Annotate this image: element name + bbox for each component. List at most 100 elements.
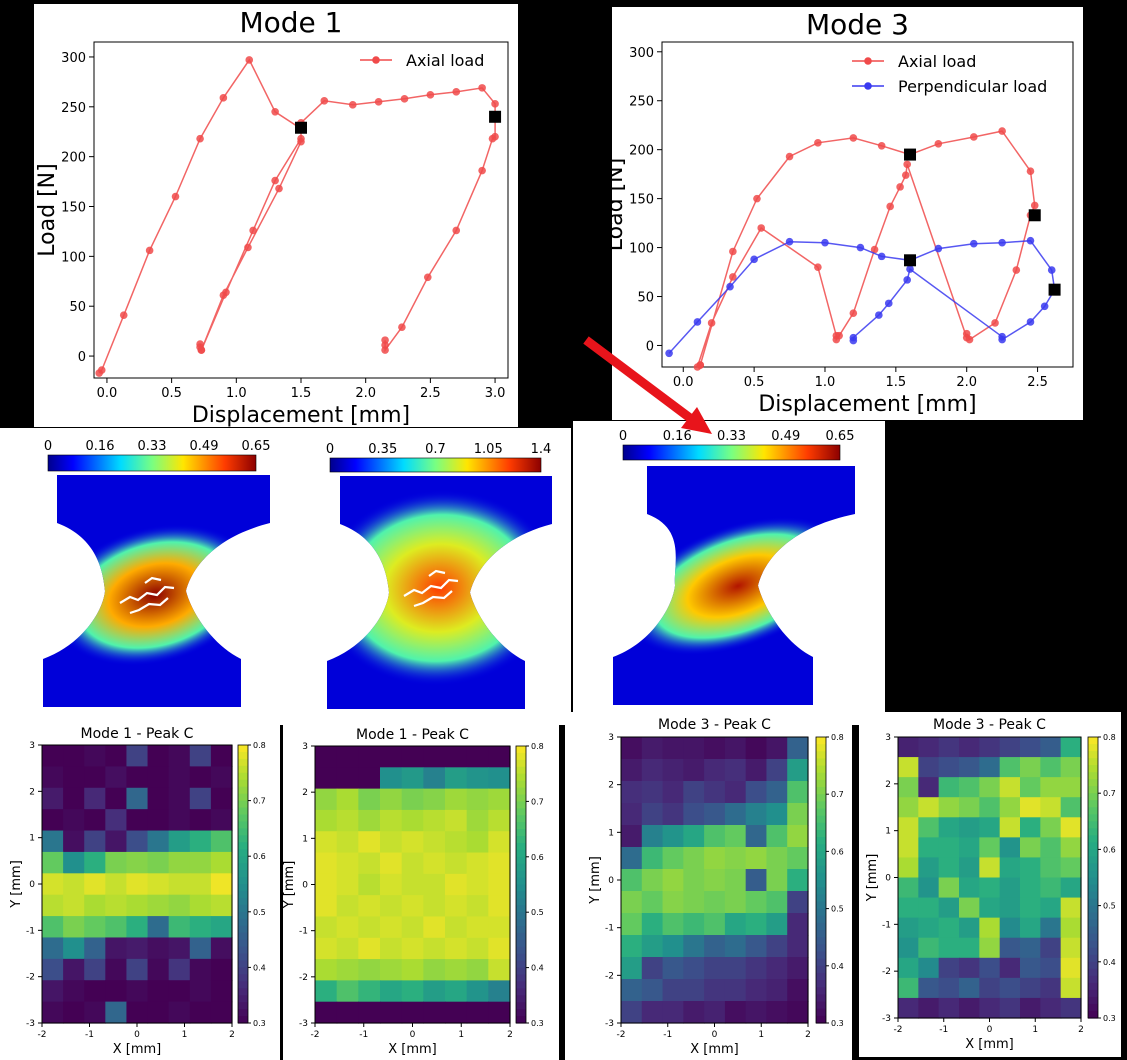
colorbar-segment [1088,926,1098,935]
colorbar-segment [238,800,248,809]
x-tick-label: -1 [939,1025,948,1035]
heatmap-cell [358,809,381,832]
y-tick-label: 1 [29,834,35,844]
colorbar-tick-label: 0.3 [831,1019,844,1028]
heatmap-cell [126,787,149,810]
data-point [814,263,822,271]
heatmap-cell [63,980,85,1003]
colorbar-segment [1088,891,1098,900]
heatmap-cell [959,937,980,959]
heatmap-cell [42,851,64,874]
heatmap-cell [766,869,788,892]
data-point [693,318,702,326]
heatmap-cell [1040,837,1062,859]
heatmap-cell [126,894,149,917]
colorbar-tick-label: 0.5 [1103,902,1116,911]
colorbar-segment [1088,996,1098,1005]
heatmap-cell [315,937,338,960]
heatmap-cell [84,894,106,917]
data-point [1026,167,1035,176]
heatmap-cell [189,851,212,874]
heatmap-cell [488,809,511,832]
heatmap-cell [210,766,233,789]
x-tick-label: 2.0 [355,386,376,401]
heatmap-cell [466,767,489,790]
colorbar-segment [516,856,526,865]
colorbar-segment [816,922,826,931]
colorbar-segment [516,822,526,830]
heatmap-cell [445,873,468,896]
x-tick-label: 0.5 [161,386,182,401]
heatmap-cell [423,873,446,896]
heatmap-cell [401,767,424,790]
legend-label: Axial load [898,52,976,71]
y-tick-label: 200 [629,144,654,159]
colorbar-segment [816,951,826,960]
heatmap-cell [42,766,64,789]
colorbar-segment [238,772,248,781]
heatmap-cell [336,788,359,811]
colorbar-segment [1088,856,1098,865]
black-square-marker [904,254,917,267]
heatmap-cell [84,873,106,896]
heatmap-cell [662,737,684,760]
heatmap-cell [766,737,788,760]
colorbar-segment [238,918,248,927]
heatmap-cell [126,958,149,981]
colorbar-segment [238,884,248,892]
strain-colorbar-tick: 0.33 [717,429,746,444]
data-point [757,224,766,232]
heatmap-cell [210,809,233,832]
heatmap-cell [683,847,705,870]
heatmap-cell [147,958,170,981]
heatmap-cell [423,959,446,981]
colorbar-segment [238,793,248,802]
colorbar-segment [816,965,826,974]
y-tick-label: 250 [61,101,86,116]
heatmap-cell [1020,897,1041,919]
heatmap-cell [168,873,191,896]
y-tick-label: 100 [629,242,654,257]
heatmap-cell [1040,737,1062,758]
heatmap-cell [105,980,128,1003]
colorbar-segment [1088,905,1098,914]
y-axis-label: Load [N] [35,163,60,256]
heatmap-cell [423,916,446,939]
heatmap-cell [401,937,424,960]
heatmap-cell [662,847,684,870]
colorbar-segment [1088,975,1098,984]
colorbar-segment [816,915,826,924]
heatmap-cell [938,997,960,1019]
y-tick-label: 150 [61,201,86,216]
colorbar-segment [516,759,526,768]
data-point [870,245,879,254]
heatmap-cell [423,852,446,875]
heatmap-cell [423,1001,446,1024]
heatmap-cell [445,1001,468,1024]
heatmap-cell [918,897,940,919]
y-tick-label: 0 [78,350,86,365]
heatmap-cell [105,894,128,917]
colorbar-frame [815,736,827,1024]
heatmap-cell [662,803,684,826]
heatmap-cell [126,809,149,832]
y-tick-label: 250 [629,95,654,110]
heatmap-cell [1060,757,1082,778]
colorbar-segment [238,765,248,774]
heatmap-cell [401,916,424,939]
y-tick-label: -1 [26,926,35,936]
heatmap-cell [662,869,684,892]
heatmap-cell [1060,937,1082,959]
heatmap-cell [1060,797,1082,818]
heatmap-cell [959,897,980,919]
strain-map-mode1-a: 0 0.16 0.33 0.49 0.65 [43,439,270,707]
heatmap-cell [168,958,191,981]
heatmap-cell [745,979,768,1002]
heatmap-cell [105,937,128,960]
colorbar-segment [1088,786,1098,794]
heatmap-cell [918,877,940,899]
colorbar-frame [1087,736,1099,1019]
colorbar-segment [516,988,526,996]
data-point [478,84,486,92]
colorbar-segment [516,960,526,969]
